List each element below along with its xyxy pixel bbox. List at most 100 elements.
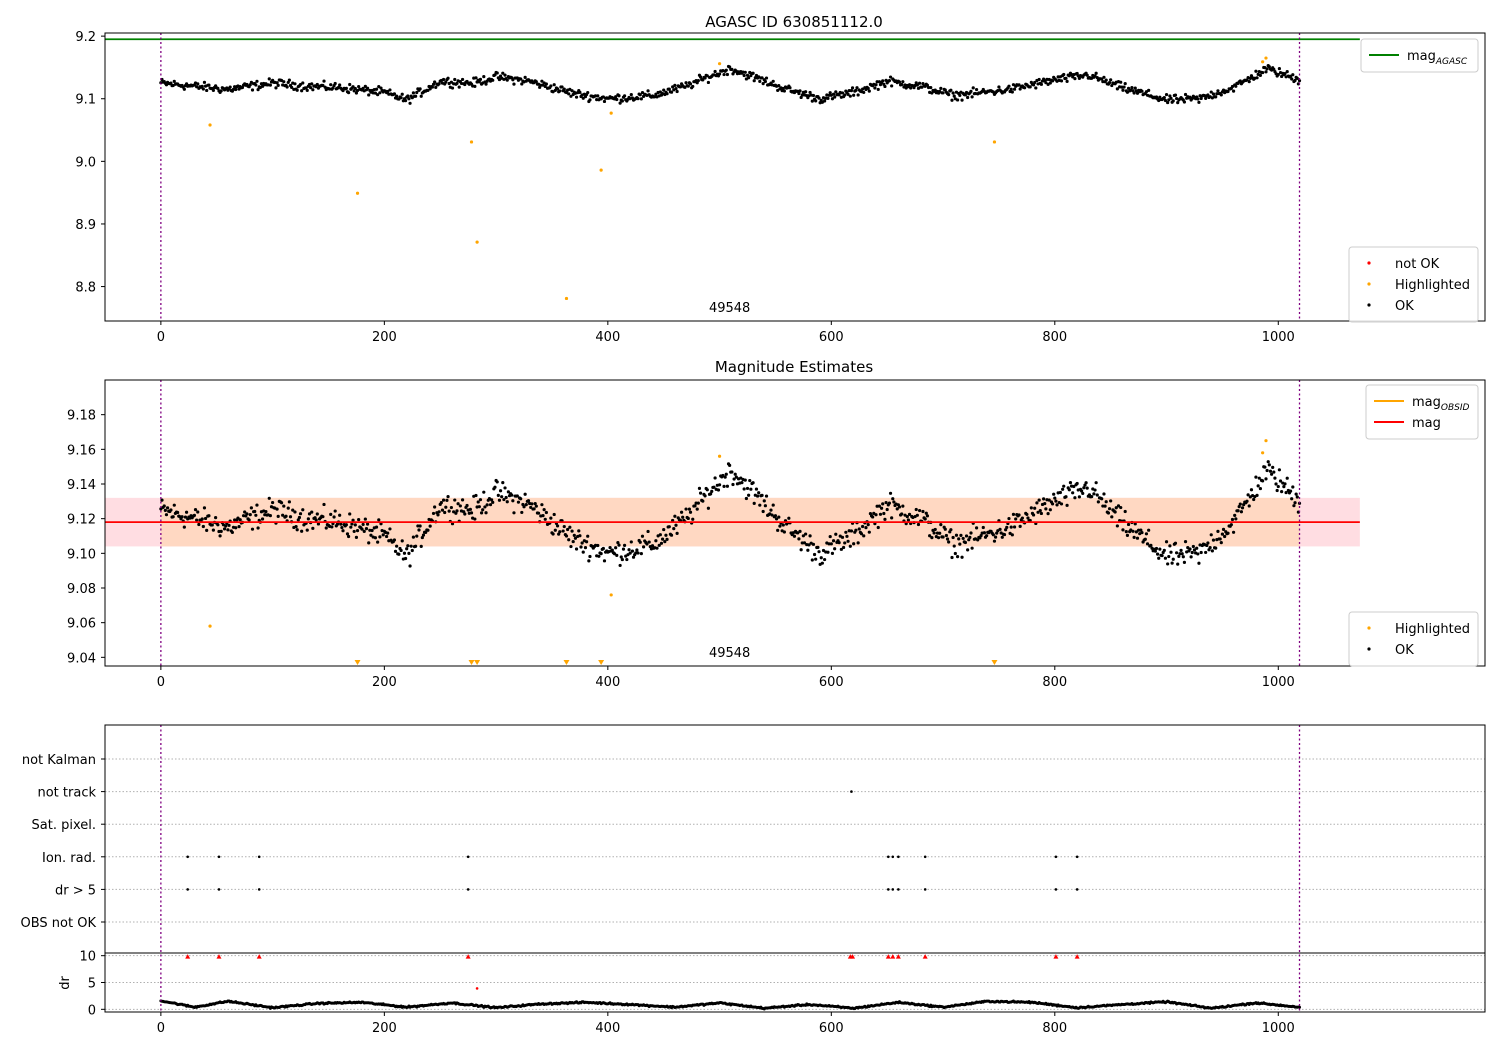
- panel2-legend-bottom: Highlighted OK: [1348, 611, 1479, 667]
- ok-point: [1167, 554, 1171, 559]
- ok-point: [224, 524, 228, 528]
- ok-point: [484, 82, 488, 86]
- ok-point: [616, 541, 620, 545]
- ok-point: [1171, 557, 1175, 561]
- ok-point: [1276, 484, 1280, 489]
- ok-point: [1007, 84, 1011, 88]
- ok-point: [621, 547, 626, 551]
- ok-point: [501, 71, 505, 75]
- ok-point: [760, 76, 764, 80]
- ok-point: [763, 504, 767, 508]
- ok-point: [196, 510, 200, 514]
- ok-point: [250, 527, 255, 531]
- ok-point: [444, 80, 448, 84]
- ok-point: [697, 486, 702, 490]
- ok-point: [348, 512, 352, 516]
- ok-point: [329, 512, 333, 516]
- flag-point: [217, 888, 221, 891]
- ok-point: [706, 506, 711, 510]
- ok-point: [1285, 70, 1289, 74]
- ok-point: [745, 73, 750, 77]
- ok-point: [437, 510, 441, 514]
- ok-point: [601, 546, 605, 551]
- ok-point: [488, 503, 493, 507]
- ok-point: [696, 79, 700, 83]
- ok-point: [307, 512, 312, 516]
- legend-dot-swatch: [1367, 626, 1371, 630]
- flags-panel: not Kalman not track Sat. pixel. Ion. rad. d…: [21, 724, 1486, 1036]
- ok-point: [370, 528, 374, 533]
- ok-point: [1062, 72, 1066, 77]
- ok-point: [476, 500, 480, 504]
- ok-point: [1272, 470, 1276, 474]
- ok-point: [502, 497, 506, 502]
- flag-point: [1075, 888, 1079, 891]
- ok-point: [709, 492, 713, 496]
- ok-point: [1104, 500, 1108, 504]
- ok-point: [1157, 556, 1161, 560]
- ok-point: [227, 523, 231, 527]
- ok-point: [950, 555, 954, 560]
- ok-point: [414, 544, 418, 548]
- ok-point: [1265, 468, 1269, 473]
- legend-box: [1348, 246, 1479, 323]
- ok-point: [1258, 486, 1263, 491]
- ok-point: [618, 101, 622, 105]
- ok-point: [305, 88, 309, 92]
- ok-point: [211, 528, 215, 532]
- ok-point: [1084, 481, 1088, 485]
- ok-point: [1080, 489, 1084, 493]
- ok-point: [1012, 87, 1017, 91]
- ok-point: [1199, 550, 1203, 555]
- ok-point: [440, 508, 445, 512]
- x-tick-label: 400: [595, 675, 620, 690]
- ok-point: [650, 544, 655, 548]
- ok-point: [800, 93, 804, 97]
- ok-point: [1055, 503, 1059, 507]
- ok-point: [399, 548, 403, 553]
- ok-point: [346, 91, 351, 95]
- ok-point: [460, 498, 465, 502]
- ok-point: [724, 472, 728, 476]
- ok-point: [506, 490, 510, 494]
- ok-point: [361, 522, 365, 527]
- flag-row-label: OBS not OK: [21, 916, 97, 931]
- ok-point: [1204, 96, 1208, 101]
- ok-point: [743, 70, 747, 74]
- dr-tick-label: 10: [79, 950, 96, 965]
- ok-point: [332, 515, 336, 519]
- ok-point: [276, 514, 280, 518]
- ok-point: [1121, 528, 1125, 532]
- dr-clipped-marker: [1053, 954, 1059, 959]
- legend-label: Highlighted: [1395, 278, 1470, 293]
- ok-point: [436, 513, 440, 517]
- ok-point: [951, 91, 955, 95]
- x-tick-label: 400: [595, 330, 620, 345]
- x-tick-label: 0: [157, 675, 165, 690]
- ok-point: [855, 86, 859, 90]
- ok-point: [330, 525, 334, 529]
- ok-point: [414, 94, 418, 98]
- ok-point: [724, 68, 728, 72]
- ok-point: [730, 67, 734, 71]
- ok-point: [395, 544, 399, 548]
- ok-point: [938, 531, 942, 535]
- ok-point: [936, 536, 941, 540]
- ok-point: [901, 80, 905, 84]
- ok-point: [1090, 494, 1094, 499]
- ok-point: [969, 89, 973, 93]
- ok-point: [717, 72, 722, 76]
- ok-point: [636, 551, 640, 555]
- ok-point: [503, 486, 507, 490]
- ok-point: [1043, 501, 1047, 506]
- ok-point: [800, 541, 804, 545]
- ok-point: [1206, 541, 1210, 545]
- ok-point: [419, 544, 423, 548]
- ok-point: [384, 534, 389, 539]
- ok-point: [1183, 92, 1188, 97]
- ok-point: [993, 535, 998, 539]
- ok-point: [1163, 556, 1168, 560]
- ok-point: [564, 534, 569, 538]
- ok-point: [890, 516, 894, 520]
